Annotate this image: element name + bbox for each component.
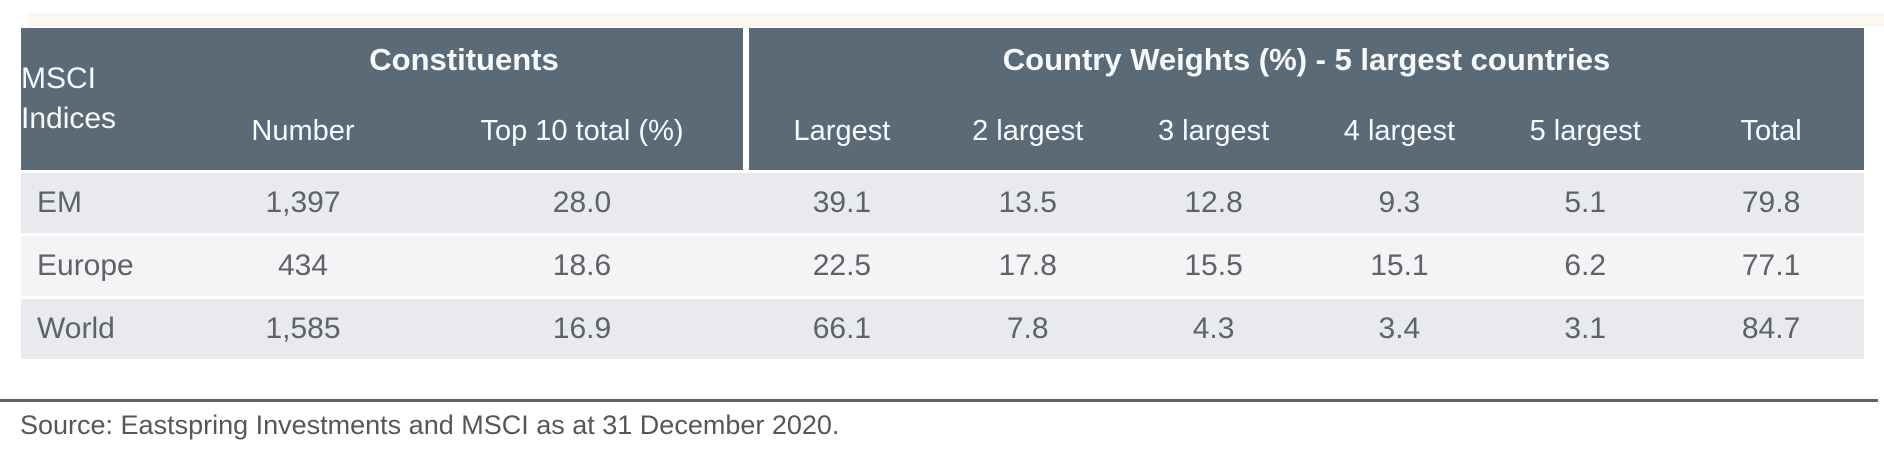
cell-largest: 39.1 <box>749 170 935 233</box>
cell-5-largest: 3.1 <box>1492 296 1679 359</box>
source-note: Source: Eastspring Investments and MSCI … <box>20 410 840 440</box>
cell-total: 79.8 <box>1678 170 1864 233</box>
msci-indices-table: MSCI Indices Constituents Country Weight… <box>21 28 1864 359</box>
corner-header-msci-indices: MSCI Indices <box>21 28 185 170</box>
cell-3-largest: 12.8 <box>1120 170 1307 233</box>
cell-4-largest: 3.4 <box>1306 296 1493 359</box>
cell-3-largest: 4.3 <box>1120 296 1307 359</box>
cell-2-largest: 17.8 <box>934 233 1121 296</box>
cell-total: 84.7 <box>1678 296 1864 359</box>
cell-number: 1,585 <box>185 296 421 359</box>
column-header-top10-total: Top 10 total (%) <box>421 92 743 170</box>
cell-4-largest: 9.3 <box>1306 170 1493 233</box>
cell-top10-total: 16.9 <box>421 296 743 359</box>
section-divider <box>743 296 749 359</box>
cell-top10-total: 28.0 <box>421 170 743 233</box>
column-header-total: Total <box>1678 92 1864 170</box>
cell-largest: 22.5 <box>749 233 935 296</box>
column-header-3-largest: 3 largest <box>1120 92 1307 170</box>
cell-5-largest: 6.2 <box>1492 233 1679 296</box>
cell-2-largest: 13.5 <box>934 170 1121 233</box>
cell-number: 434 <box>185 233 421 296</box>
column-header-largest: Largest <box>749 92 935 170</box>
corner-header-line1: MSCI <box>21 62 96 96</box>
cell-total: 77.1 <box>1678 233 1864 296</box>
table-row-europe: Europe 434 18.6 22.5 17.8 15.5 15.1 6.2 … <box>21 233 1864 296</box>
corner-header-line2: Indices <box>21 102 117 135</box>
row-label: EM <box>21 170 185 233</box>
section-divider <box>743 28 749 170</box>
footer-divider-line <box>0 399 1878 402</box>
row-label: Europe <box>21 233 185 296</box>
column-header-number: Number <box>185 92 421 170</box>
cell-4-largest: 15.1 <box>1306 233 1493 296</box>
top-strip <box>28 13 1884 27</box>
cell-5-largest: 5.1 <box>1492 170 1679 233</box>
row-label: World <box>21 296 185 359</box>
cell-number: 1,397 <box>185 170 421 233</box>
table-row-world: World 1,585 16.9 66.1 7.8 4.3 3.4 3.1 84… <box>21 296 1864 359</box>
msci-table-container: MSCI Indices Constituents Country Weight… <box>21 28 1864 359</box>
column-header-5-largest: 5 largest <box>1492 92 1679 170</box>
section-divider <box>743 233 749 296</box>
column-header-4-largest: 4 largest <box>1306 92 1493 170</box>
cell-largest: 66.1 <box>749 296 935 359</box>
group-header-constituents: Constituents <box>185 28 743 92</box>
group-header-country-weights: Country Weights (%) - 5 largest countrie… <box>749 28 1864 92</box>
cell-top10-total: 18.6 <box>421 233 743 296</box>
section-divider <box>743 170 749 233</box>
column-header-2-largest: 2 largest <box>934 92 1121 170</box>
cell-3-largest: 15.5 <box>1120 233 1307 296</box>
cell-2-largest: 7.8 <box>934 296 1121 359</box>
table-row-em: EM 1,397 28.0 39.1 13.5 12.8 9.3 5.1 79.… <box>21 170 1864 233</box>
